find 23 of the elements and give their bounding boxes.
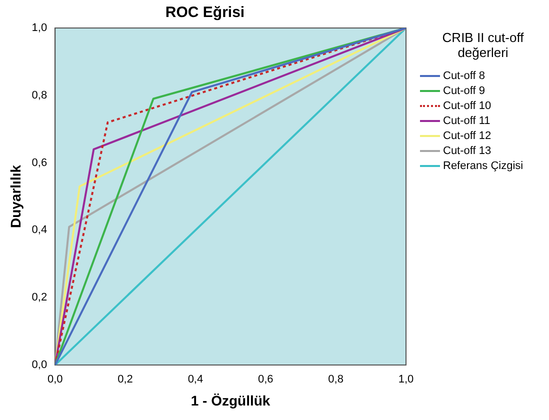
x-tick-label: 0,2 bbox=[118, 374, 133, 386]
y-axis-title: Duyarlılık bbox=[7, 164, 24, 228]
legend-title: CRIB II cut-off değerleri bbox=[441, 30, 525, 60]
y-tick-label: 0,4 bbox=[32, 224, 48, 236]
legend-label: Cut-off 10 bbox=[443, 100, 492, 112]
y-tick-label: 0,8 bbox=[32, 89, 48, 102]
y-tick-label: 0,2 bbox=[32, 292, 48, 304]
x-tick-label: 0,4 bbox=[188, 374, 204, 386]
x-tick-label: 0,8 bbox=[328, 374, 344, 386]
x-tick-label: 0,6 bbox=[258, 374, 274, 386]
y-tick-label: 0,0 bbox=[32, 359, 48, 372]
y-tick-label: 0,6 bbox=[32, 156, 48, 169]
x-tick-label: 0,0 bbox=[47, 374, 63, 386]
legend-label: Referans Çizgisi bbox=[443, 160, 524, 172]
legend-label: Cut-off 12 bbox=[443, 130, 492, 142]
x-tick-label: 1,0 bbox=[398, 374, 414, 386]
legend-label: Cut-off 11 bbox=[443, 114, 490, 126]
chart-title: ROC Eğrisi bbox=[165, 4, 245, 22]
legend-label: Cut-off 9 bbox=[443, 84, 485, 96]
legend-label: Cut-off 8 bbox=[443, 70, 485, 82]
y-tick-label: 1,0 bbox=[32, 22, 48, 34]
legend-label: Cut-off 13 bbox=[443, 144, 492, 156]
x-axis-title: 1 - Özgüllük bbox=[190, 392, 270, 408]
